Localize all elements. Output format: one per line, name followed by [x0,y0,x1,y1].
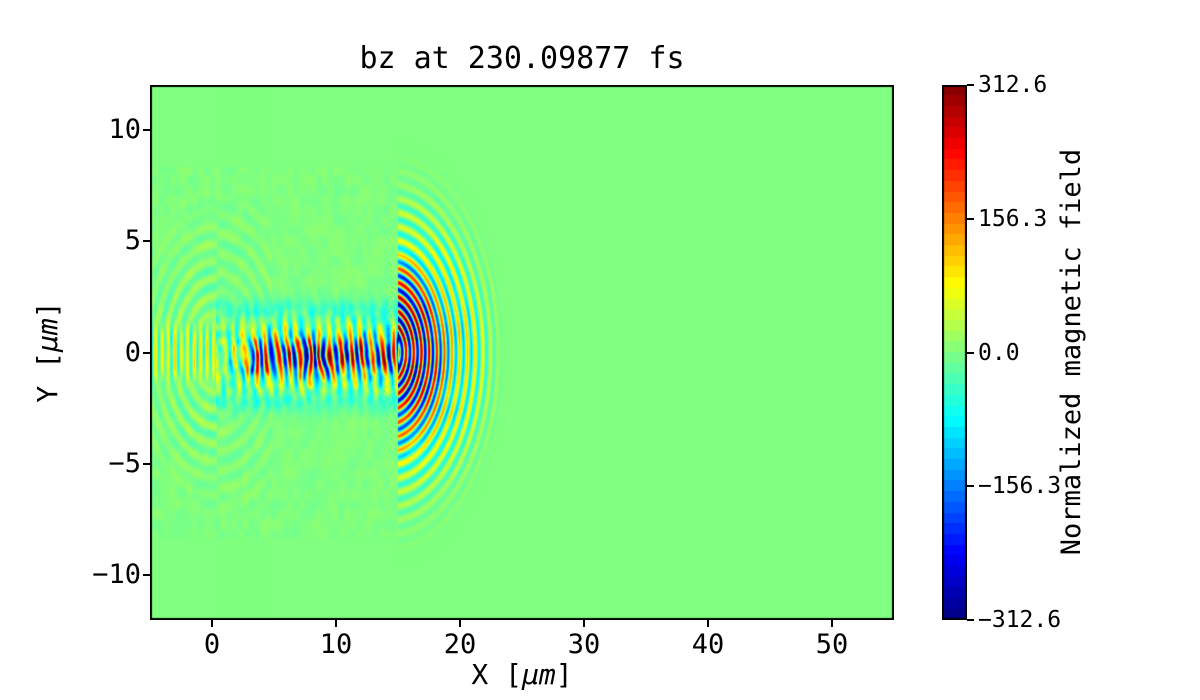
colorbar-tick-mark [967,84,974,86]
x-tick-mark [335,620,337,627]
y-tick-mark [143,462,150,465]
plot-title: bz at 230.09877 fs [359,41,685,76]
x-axis-label-close: ] [555,658,573,691]
x-tick-mark [831,620,833,627]
x-tick-label: 0 [203,629,221,660]
x-tick-label: 40 [691,629,725,660]
x-tick-mark [583,620,585,627]
y-axis-label-text: Y [ [31,352,64,403]
x-tick-mark [459,620,461,627]
colorbar-tick-mark [967,351,974,354]
x-axis-label: X [μm] [150,658,894,692]
y-axis-label-close: ] [31,301,64,319]
heatmap-canvas [150,85,894,620]
y-tick-mark [143,574,150,577]
y-tick-label: 10 [108,113,141,145]
colorbar-label: Normalized magnetic field [1056,148,1087,556]
colorbar-tick-label: −156.3 [978,473,1062,500]
x-axis-label-unit: μm [522,658,556,691]
y-tick-mark [143,128,150,131]
x-axis-label-text: X [ [471,658,522,691]
x-tick-label: 30 [567,629,601,660]
y-tick-mark [143,240,150,243]
colorbar-tick-label: 312.6 [978,72,1048,98]
y-tick-label: 5 [124,225,141,257]
x-tick-mark [707,620,709,627]
x-tick-mark [211,620,213,627]
x-tick-label: 10 [319,629,353,660]
colorbar-tick-mark [967,485,974,488]
x-tick-label: 20 [443,629,477,660]
y-tick-label: 0 [124,336,141,368]
y-axis-label-unit: μm [31,318,64,352]
y-tick-mark [143,351,150,354]
colorbar-tick-mark [967,217,974,220]
colorbar-tick-label: 156.3 [978,205,1048,232]
x-tick-label: 50 [815,629,849,660]
y-axis-label: Y [μm] [31,152,65,552]
y-tick-label: −5 [108,447,141,479]
colorbar-tick-label: −312.6 [978,607,1062,633]
y-tick-label: −10 [92,559,141,591]
colorbar [942,85,967,620]
colorbar-tick-mark [967,619,974,621]
colorbar-tick-label: 0.0 [978,339,1020,366]
